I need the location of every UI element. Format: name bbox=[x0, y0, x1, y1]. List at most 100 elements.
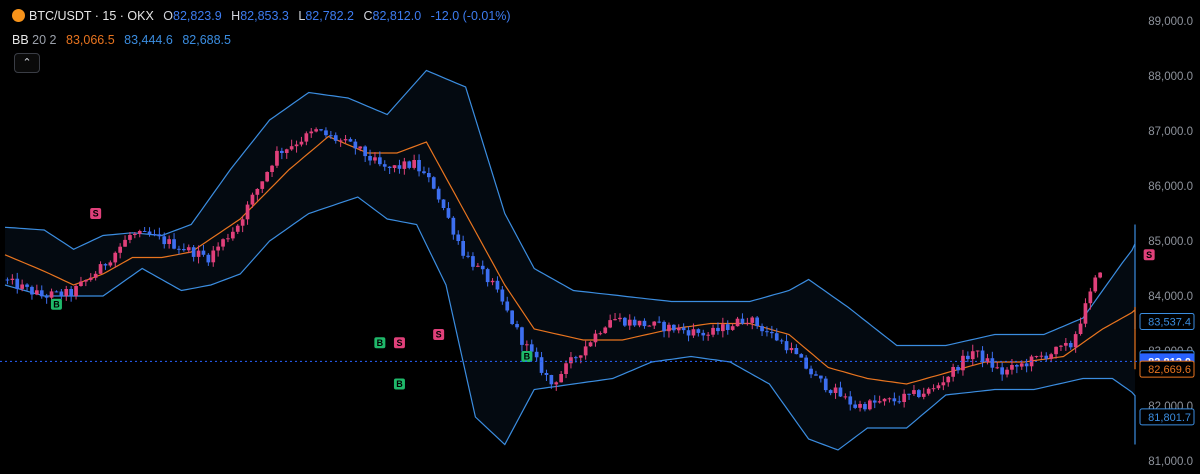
candle-body bbox=[603, 327, 608, 334]
candle-body bbox=[373, 157, 377, 161]
candle-body bbox=[402, 161, 407, 169]
candle-body bbox=[745, 322, 750, 324]
candle-body bbox=[20, 284, 24, 289]
candle-body bbox=[765, 331, 769, 333]
candle-body bbox=[368, 156, 372, 161]
candle-body bbox=[760, 326, 764, 332]
candle-body bbox=[137, 231, 142, 234]
candle-body bbox=[407, 161, 412, 168]
candle-body bbox=[387, 166, 392, 168]
sell-marker: S bbox=[393, 337, 405, 349]
marker-label: S bbox=[396, 338, 402, 348]
candle-body bbox=[838, 387, 843, 397]
candle-body bbox=[564, 363, 568, 374]
candle-body bbox=[559, 374, 563, 383]
candle-body bbox=[735, 318, 740, 327]
candle-body bbox=[740, 318, 745, 324]
candle-body bbox=[672, 324, 676, 331]
candle-body bbox=[118, 246, 122, 253]
candle-body bbox=[1044, 355, 1049, 359]
bollinger-legend[interactable]: BB 20 2 83,066.5 83,444.6 82,688.5 bbox=[12, 33, 231, 47]
candle-body bbox=[623, 317, 627, 326]
candle-body bbox=[54, 291, 59, 293]
candle-body bbox=[417, 160, 421, 172]
candle-body bbox=[926, 388, 931, 394]
candle-body bbox=[69, 289, 73, 296]
candle-body bbox=[431, 177, 436, 189]
sell-marker: S bbox=[90, 208, 102, 219]
candle-body bbox=[941, 382, 946, 386]
candle-body bbox=[294, 144, 299, 147]
buy-marker: B bbox=[521, 351, 533, 362]
marker-label: S bbox=[1146, 250, 1152, 260]
candle-body bbox=[235, 225, 240, 232]
candle-body bbox=[588, 342, 593, 347]
candle-body bbox=[897, 401, 902, 403]
candle-body bbox=[84, 280, 88, 282]
candle-body bbox=[338, 140, 343, 142]
candle-body bbox=[1093, 277, 1098, 292]
candle-body bbox=[716, 327, 720, 332]
candle-body bbox=[343, 139, 348, 141]
candle-body bbox=[902, 393, 906, 402]
close-value: 82,812.0 bbox=[372, 9, 422, 23]
candle-body bbox=[466, 255, 470, 257]
candle-body bbox=[662, 321, 666, 332]
buy-marker: B bbox=[393, 378, 405, 390]
candle-body bbox=[882, 398, 887, 402]
candle-body bbox=[539, 357, 544, 373]
candle-body bbox=[88, 277, 93, 280]
candle-body bbox=[921, 393, 926, 397]
candle-body bbox=[461, 241, 465, 256]
y-tick-label: 85,000.0 bbox=[1148, 236, 1193, 248]
candle-body bbox=[245, 204, 250, 220]
candle-body bbox=[231, 231, 235, 239]
candle-body bbox=[485, 269, 490, 283]
candle-body bbox=[872, 400, 877, 403]
indicator-lower-value: 82,688.5 bbox=[182, 33, 231, 47]
y-tick-label: 87,000.0 bbox=[1148, 126, 1193, 138]
candle-body bbox=[799, 354, 804, 358]
sell-marker: S bbox=[1143, 249, 1155, 261]
candle-body bbox=[608, 320, 612, 328]
candle-body bbox=[686, 330, 691, 336]
symbol-legend[interactable]: BTC/USDT · 15 · OKX O82,823.9 H82,853.3 … bbox=[12, 9, 511, 23]
candle-body bbox=[936, 385, 941, 389]
candle-body bbox=[985, 358, 990, 363]
candle-body bbox=[5, 279, 10, 281]
candle-body bbox=[618, 317, 622, 320]
candle-body bbox=[706, 334, 710, 336]
marker-label: B bbox=[524, 352, 531, 362]
price-tag-label: 83,537.4 bbox=[1148, 316, 1191, 328]
candle-body bbox=[917, 390, 921, 397]
open-value: 82,823.9 bbox=[173, 9, 222, 23]
candle-body bbox=[363, 146, 367, 157]
change-value: -12.0 (-0.01%) bbox=[430, 9, 511, 23]
buy-marker: B bbox=[374, 337, 386, 349]
candle-body bbox=[520, 327, 524, 345]
high-value: 82,853.3 bbox=[240, 9, 289, 23]
candle-body bbox=[794, 348, 799, 355]
candle-body bbox=[79, 281, 83, 286]
candle-body bbox=[946, 376, 951, 383]
marker-label: B bbox=[396, 379, 403, 389]
candle-body bbox=[931, 388, 936, 390]
buy-marker: B bbox=[50, 298, 62, 310]
candle-body bbox=[691, 329, 696, 336]
candle-body bbox=[613, 319, 617, 321]
candle-body bbox=[289, 146, 294, 150]
collapse-legend-button[interactable]: ⌃ bbox=[14, 53, 40, 73]
candle-body bbox=[392, 165, 397, 168]
candle-body bbox=[74, 286, 78, 296]
candle-body bbox=[647, 325, 652, 327]
price-axis[interactable]: 89,000.0 88,000.0 87,000.0 86,000.0 85,000.0… bbox=[1148, 16, 1193, 468]
price-tag: 83,537.4 bbox=[1139, 312, 1195, 330]
chevron-up-icon: ⌃ bbox=[22, 57, 32, 69]
y-tick-label: 84,000.0 bbox=[1148, 291, 1193, 303]
candle-body bbox=[98, 264, 103, 274]
candle-body bbox=[172, 239, 176, 249]
candle-body bbox=[1039, 355, 1044, 357]
candle-body bbox=[378, 157, 382, 165]
candle-body bbox=[280, 150, 284, 153]
